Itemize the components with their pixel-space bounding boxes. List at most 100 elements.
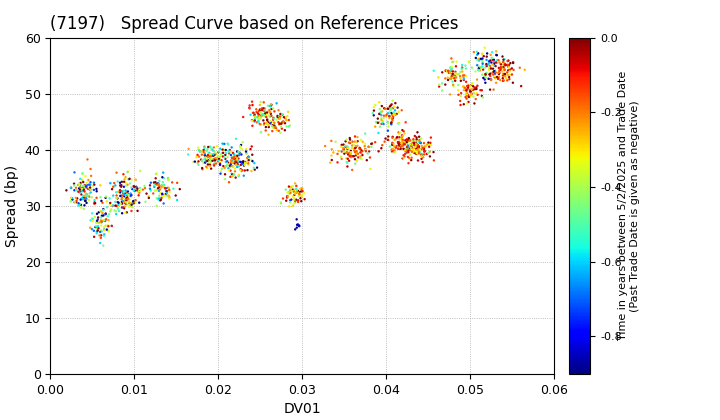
- Point: [283, 183, 294, 190]
- Point: [150, 179, 161, 186]
- Point: [412, 141, 423, 147]
- Point: [118, 192, 130, 198]
- Point: [75, 202, 86, 208]
- Point: [143, 194, 155, 201]
- Point: [418, 144, 430, 151]
- Point: [99, 227, 110, 234]
- Point: [76, 176, 88, 183]
- Point: [258, 121, 269, 128]
- Point: [109, 202, 121, 209]
- Point: [351, 158, 363, 164]
- Point: [66, 195, 78, 202]
- Point: [122, 194, 133, 201]
- Point: [484, 58, 495, 65]
- Point: [503, 74, 515, 80]
- Point: [441, 68, 453, 74]
- Point: [148, 184, 160, 190]
- Point: [156, 190, 168, 197]
- Point: [484, 71, 495, 78]
- Point: [359, 143, 371, 150]
- Point: [104, 195, 115, 202]
- Point: [351, 158, 363, 164]
- Point: [240, 146, 252, 152]
- Point: [227, 160, 238, 166]
- Point: [356, 150, 367, 156]
- Point: [100, 216, 112, 223]
- Point: [289, 192, 300, 198]
- Point: [288, 188, 300, 194]
- Point: [497, 53, 508, 60]
- Point: [238, 160, 249, 166]
- Point: [490, 79, 502, 86]
- Point: [471, 84, 482, 91]
- Point: [107, 202, 119, 209]
- Point: [123, 199, 135, 206]
- Point: [283, 117, 294, 123]
- Point: [346, 142, 358, 149]
- Point: [211, 143, 222, 150]
- Point: [465, 88, 477, 94]
- Point: [121, 191, 132, 198]
- Point: [320, 143, 331, 150]
- Point: [366, 144, 377, 150]
- Point: [411, 143, 423, 150]
- Point: [346, 154, 357, 160]
- Point: [195, 148, 207, 155]
- Point: [412, 142, 423, 149]
- Point: [86, 173, 97, 179]
- Point: [122, 168, 134, 175]
- Point: [232, 152, 243, 159]
- Point: [156, 194, 167, 201]
- Point: [338, 145, 349, 152]
- Point: [280, 186, 292, 193]
- Point: [92, 223, 104, 230]
- Point: [95, 194, 107, 201]
- Point: [294, 223, 305, 230]
- Point: [65, 198, 76, 205]
- Point: [411, 150, 423, 157]
- Point: [290, 196, 302, 203]
- Point: [481, 69, 492, 76]
- Point: [445, 74, 456, 81]
- Point: [277, 195, 289, 202]
- Point: [103, 217, 114, 223]
- Point: [118, 189, 130, 196]
- Point: [447, 68, 459, 75]
- Point: [415, 139, 426, 146]
- Point: [424, 148, 436, 155]
- Point: [220, 171, 231, 178]
- Point: [467, 83, 479, 89]
- Point: [342, 163, 354, 170]
- Point: [423, 150, 434, 157]
- Point: [357, 139, 369, 145]
- Point: [386, 110, 397, 116]
- Point: [91, 220, 102, 226]
- Point: [466, 86, 477, 93]
- Point: [463, 82, 474, 89]
- Point: [392, 140, 404, 147]
- Point: [449, 73, 460, 79]
- Point: [474, 67, 485, 74]
- Point: [254, 106, 266, 113]
- Point: [395, 145, 406, 152]
- Point: [81, 184, 92, 190]
- Point: [382, 127, 394, 134]
- Point: [111, 189, 122, 196]
- Point: [158, 181, 170, 188]
- Point: [115, 183, 127, 190]
- Point: [76, 170, 88, 177]
- Point: [481, 63, 492, 69]
- Point: [204, 151, 215, 158]
- Point: [491, 60, 503, 66]
- Point: [243, 105, 255, 111]
- Point: [366, 141, 377, 147]
- Point: [458, 87, 469, 93]
- Point: [488, 86, 500, 93]
- Point: [96, 219, 107, 226]
- Point: [407, 139, 418, 146]
- Point: [411, 141, 423, 148]
- Point: [450, 68, 462, 75]
- Point: [182, 151, 194, 158]
- Point: [258, 105, 269, 112]
- Point: [433, 81, 445, 88]
